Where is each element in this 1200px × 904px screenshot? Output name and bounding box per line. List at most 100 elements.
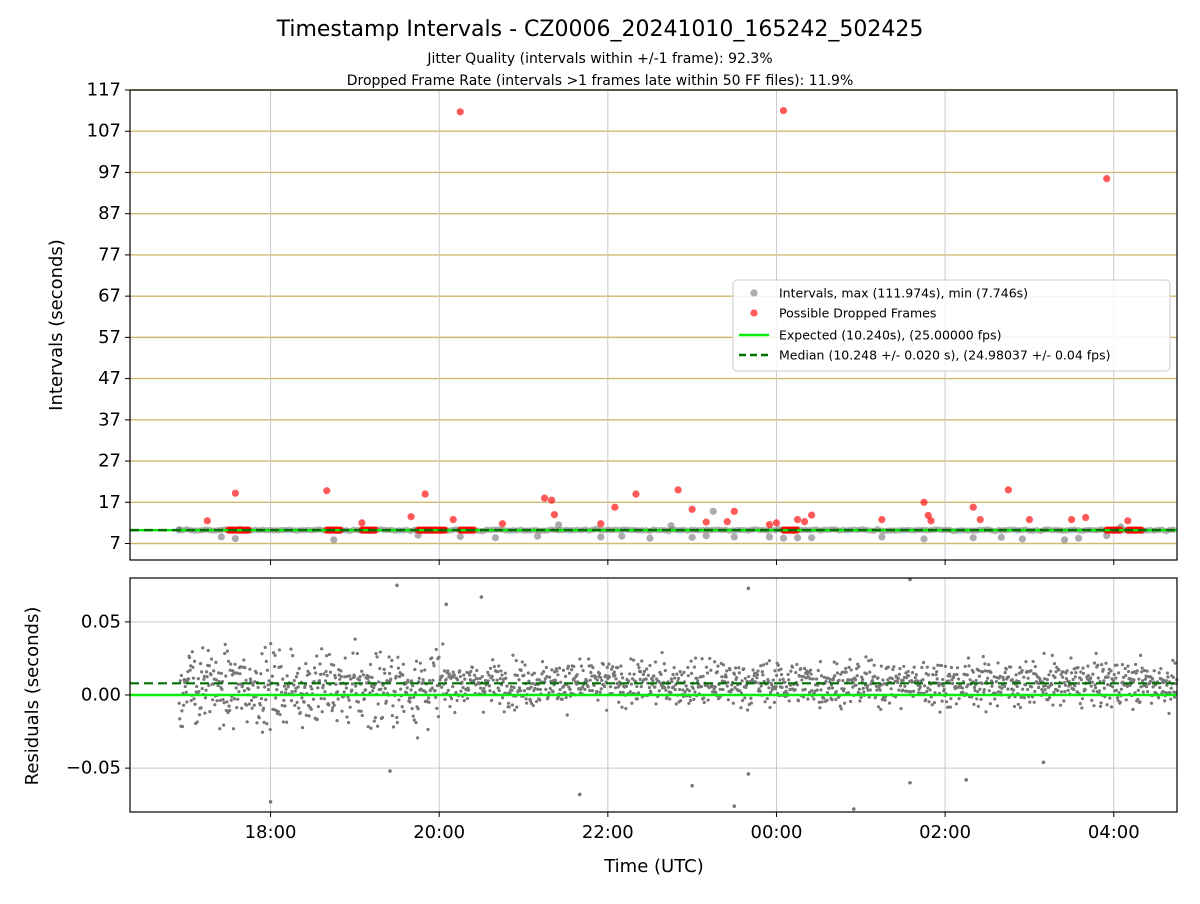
dropped-frame-point	[969, 503, 977, 511]
residual-point	[309, 707, 313, 711]
residual-point	[1058, 703, 1063, 707]
residual-point	[1010, 678, 1014, 682]
residual-point	[293, 703, 297, 707]
residual-point	[1029, 685, 1034, 689]
residual-point	[453, 710, 457, 715]
residual-point	[1142, 668, 1146, 673]
interval-point	[969, 534, 977, 542]
residual-point	[514, 658, 518, 663]
residual-point	[773, 669, 777, 673]
residual-point	[896, 680, 900, 685]
residual-point	[849, 668, 853, 672]
residual-point	[886, 678, 890, 682]
residual-point	[556, 673, 560, 677]
residual-point	[468, 673, 472, 677]
residual-point	[1135, 669, 1139, 673]
residual-point	[294, 675, 299, 679]
residual-point	[409, 688, 413, 692]
residual-point	[533, 686, 537, 691]
residual-point	[1141, 690, 1145, 694]
residual-point	[779, 672, 784, 677]
residual-point	[1093, 683, 1097, 687]
residual-point	[682, 670, 686, 675]
residual-point	[227, 704, 231, 708]
residual-point	[1136, 697, 1140, 701]
residual-point	[810, 689, 814, 693]
residual-point	[322, 697, 327, 701]
residual-point	[216, 683, 220, 688]
residual-point	[754, 680, 758, 685]
residual-point	[451, 685, 455, 689]
residual-point	[733, 686, 737, 690]
residual-point	[259, 696, 264, 701]
residual-point	[1043, 677, 1047, 681]
residual-point	[786, 672, 790, 677]
residual-point	[531, 703, 535, 708]
residual-point	[906, 669, 910, 674]
residual-point	[587, 657, 591, 661]
residual-point	[362, 697, 367, 701]
residual-point	[551, 690, 555, 694]
residual-point	[844, 666, 848, 671]
intervals-y-tick-label: 117	[87, 80, 121, 101]
residual-point	[497, 688, 501, 693]
residual-point	[461, 685, 465, 690]
residual-point	[818, 706, 822, 710]
residual-point	[942, 687, 946, 692]
dropped-frame-point	[1082, 513, 1090, 522]
residual-point	[976, 704, 980, 708]
dropped-frame-point	[540, 494, 549, 502]
residual-point	[642, 669, 647, 673]
residual-point	[249, 698, 254, 703]
residual-point	[342, 690, 346, 694]
residual-point	[426, 727, 430, 732]
interval-point	[730, 533, 738, 541]
residual-point	[1171, 675, 1176, 679]
residual-point	[1133, 691, 1137, 695]
residual-point	[672, 666, 676, 670]
residual-point	[868, 670, 872, 674]
dropped-frame-point	[203, 517, 211, 525]
residual-point	[316, 686, 320, 690]
residual-point	[1069, 656, 1073, 660]
residual-point	[925, 665, 929, 669]
residual-point	[318, 672, 323, 676]
residual-point	[630, 701, 634, 705]
residual-point	[775, 673, 779, 678]
residual-point	[784, 689, 788, 693]
residual-point	[940, 699, 944, 703]
residual-point	[876, 676, 880, 680]
residual-point	[337, 673, 341, 677]
residual-point	[360, 713, 364, 718]
residual-point	[543, 677, 547, 681]
residual-point	[203, 696, 208, 700]
residual-point	[248, 677, 253, 681]
residual-point	[583, 687, 587, 691]
residual-point	[497, 664, 501, 668]
residual-point	[1001, 675, 1005, 679]
residual-point	[1121, 675, 1126, 680]
residual-point	[378, 666, 382, 671]
jitter-quality-subtitle: Jitter Quality (intervals within +/-1 fr…	[426, 51, 772, 67]
residual-point	[943, 664, 948, 668]
residual-point	[1071, 677, 1075, 682]
residual-point	[627, 679, 631, 683]
residual-point	[663, 669, 667, 673]
interval-point	[765, 533, 774, 541]
residual-point	[235, 706, 239, 710]
residual-point	[732, 804, 737, 808]
residual-point	[1081, 666, 1085, 670]
residual-point	[350, 682, 354, 686]
residual-point	[678, 669, 682, 674]
residual-point	[1062, 699, 1066, 703]
residual-point	[818, 660, 823, 664]
residual-point	[746, 586, 751, 591]
residual-point	[359, 709, 363, 713]
residual-point	[928, 688, 932, 692]
residual-point	[1012, 704, 1017, 709]
interval-point	[1018, 535, 1027, 543]
residual-point	[275, 687, 279, 692]
residual-point	[229, 698, 233, 702]
residual-point	[1054, 670, 1058, 674]
